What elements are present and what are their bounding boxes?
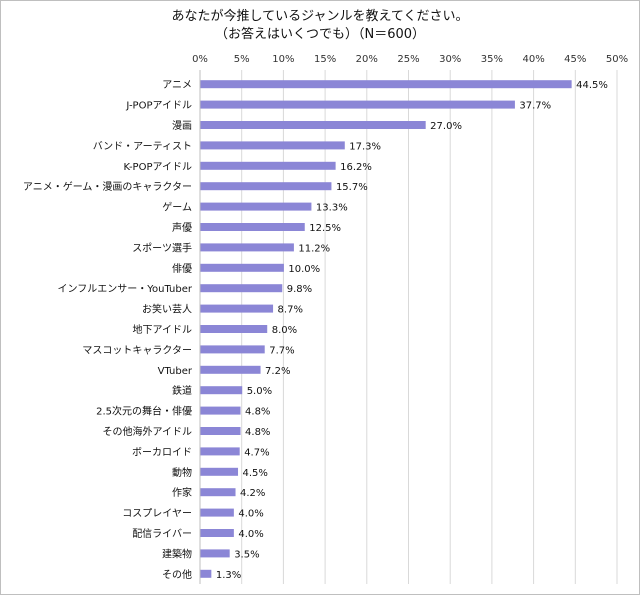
- bar: [200, 406, 241, 415]
- category-label: ボーカロイド: [132, 446, 192, 458]
- data-label: 4.0%: [238, 529, 263, 540]
- category-label: J-POPアイドル: [125, 101, 192, 112]
- data-label: 4.8%: [245, 427, 270, 438]
- x-tick-label: 25%: [397, 54, 419, 65]
- category-label: 鉄道: [172, 384, 192, 397]
- category-label: 漫画: [172, 120, 192, 132]
- chart-title-block: あなたが今推しているジャンルを教えてください。 （お答えはいくつでも）（N＝60…: [0, 8, 640, 44]
- x-tick-label: 15%: [314, 54, 336, 65]
- chart-title: あなたが今推しているジャンルを教えてください。: [171, 9, 469, 24]
- data-label: 15.7%: [336, 182, 368, 193]
- category-label: 俳優: [172, 262, 192, 275]
- category-label: コスプレイヤー: [122, 508, 192, 520]
- category-label: 声優: [172, 221, 192, 234]
- category-label: 動物: [172, 466, 192, 479]
- data-label: 7.2%: [265, 366, 290, 377]
- category-label: 建築物: [162, 547, 192, 560]
- data-label: 5.0%: [247, 386, 272, 397]
- x-tick-label: 10%: [272, 54, 294, 65]
- x-tick-label: 5%: [234, 54, 250, 65]
- data-label: 8.0%: [272, 325, 297, 336]
- bar: [200, 141, 345, 150]
- data-label: 10.0%: [288, 264, 320, 275]
- category-label: 地下アイドル: [133, 323, 193, 336]
- bar: [200, 508, 234, 517]
- data-label: 17.3%: [349, 141, 381, 152]
- x-tick-label: 35%: [481, 54, 503, 65]
- x-tick-label: 20%: [356, 54, 378, 65]
- category-label: アニメ: [162, 80, 192, 91]
- bar: [200, 386, 243, 395]
- bar: [200, 263, 284, 272]
- data-label: 4.2%: [240, 488, 265, 499]
- data-label: 27.0%: [430, 121, 462, 132]
- bar: [200, 182, 332, 191]
- x-tick-label: 30%: [439, 54, 461, 65]
- data-label: 7.7%: [269, 345, 294, 356]
- bar: [200, 304, 274, 313]
- data-label: 3.5%: [234, 549, 259, 560]
- bar: [200, 243, 294, 252]
- data-label: 12.5%: [309, 223, 341, 234]
- bar: [200, 325, 268, 333]
- bar: [200, 121, 426, 129]
- data-label: 4.0%: [238, 509, 263, 520]
- category-label: スポーツ選手: [132, 241, 192, 254]
- data-label: 11.2%: [298, 243, 330, 254]
- category-label: 2.5次元の舞台・俳優: [96, 405, 192, 418]
- data-label: 44.5%: [576, 80, 608, 91]
- bar: [200, 202, 312, 211]
- x-tick-label: 0%: [192, 54, 208, 65]
- category-label: その他: [162, 568, 192, 581]
- bar: [200, 100, 515, 109]
- data-label: 13.3%: [316, 203, 348, 214]
- data-label: 9.8%: [287, 284, 312, 295]
- category-label: マスコットキャラクター: [82, 344, 192, 356]
- category-label: アニメ・ゲーム・漫画のキャラクター: [23, 181, 192, 193]
- data-label: 4.8%: [245, 407, 270, 418]
- category-label: VTuber: [158, 366, 193, 377]
- category-label: インフルエンサー・YouTuber: [58, 283, 193, 295]
- data-label: 1.3%: [216, 570, 241, 581]
- category-label: ゲーム: [162, 202, 192, 214]
- x-tick-label: 45%: [564, 54, 586, 65]
- category-label: その他海外アイドル: [103, 425, 193, 438]
- x-tick-label: 40%: [522, 54, 544, 65]
- chart-subtitle: （お答えはいくつでも）（N＝600）: [214, 27, 426, 42]
- bar: [200, 488, 236, 497]
- bar: [200, 161, 336, 170]
- data-label: 8.7%: [278, 305, 303, 316]
- category-label: 作家: [172, 486, 192, 499]
- data-label: 16.2%: [340, 162, 372, 173]
- category-label: お笑い芸人: [142, 303, 192, 316]
- bar: [200, 529, 234, 537]
- bar: [200, 569, 212, 578]
- data-label: 37.7%: [519, 101, 551, 112]
- data-label: 4.5%: [243, 468, 268, 479]
- bar: [200, 223, 305, 231]
- bar: [200, 365, 261, 374]
- bar: [200, 467, 239, 476]
- category-label: 配信ライバー: [132, 528, 192, 540]
- data-label: 4.7%: [244, 447, 269, 458]
- x-tick-label: 50%: [606, 54, 628, 65]
- bar: [200, 549, 230, 558]
- category-label: K-POPアイドル: [123, 162, 192, 173]
- bar: [200, 80, 572, 89]
- bar: [200, 427, 241, 435]
- bar: [200, 447, 240, 456]
- bar: [200, 284, 283, 293]
- bar: [200, 345, 265, 354]
- category-label: バンド・アーティスト: [93, 140, 192, 152]
